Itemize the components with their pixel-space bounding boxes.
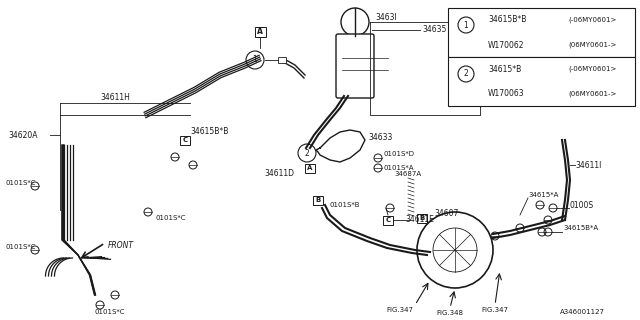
Text: 34611D: 34611D bbox=[264, 169, 294, 178]
Text: A: A bbox=[257, 28, 263, 36]
FancyBboxPatch shape bbox=[278, 57, 286, 63]
Text: C: C bbox=[182, 137, 188, 143]
Text: A346001127: A346001127 bbox=[560, 309, 605, 315]
Text: 34620A: 34620A bbox=[8, 131, 38, 140]
FancyBboxPatch shape bbox=[448, 8, 635, 57]
Text: 3463I: 3463I bbox=[375, 13, 397, 22]
Text: 0101S*A: 0101S*A bbox=[383, 165, 413, 171]
FancyBboxPatch shape bbox=[383, 215, 393, 225]
Text: (-06MY0601>: (-06MY0601> bbox=[568, 66, 616, 72]
Text: 34611E: 34611E bbox=[405, 215, 434, 225]
Text: FIG.347: FIG.347 bbox=[387, 307, 413, 313]
Text: 0101S*C: 0101S*C bbox=[5, 180, 35, 186]
FancyBboxPatch shape bbox=[305, 164, 315, 172]
Text: B: B bbox=[316, 197, 321, 203]
Text: 0100S: 0100S bbox=[570, 201, 594, 210]
Text: 34633: 34633 bbox=[368, 133, 392, 142]
Text: FIG.348: FIG.348 bbox=[436, 310, 463, 316]
FancyBboxPatch shape bbox=[336, 34, 374, 98]
Text: 34635: 34635 bbox=[422, 26, 446, 35]
Text: 34611I: 34611I bbox=[575, 161, 602, 170]
Text: 0101S*D: 0101S*D bbox=[383, 151, 414, 157]
Text: (06MY0601->: (06MY0601-> bbox=[568, 91, 616, 97]
FancyBboxPatch shape bbox=[180, 135, 190, 145]
FancyBboxPatch shape bbox=[448, 57, 635, 106]
Text: (06MY0601->: (06MY0601-> bbox=[568, 42, 616, 48]
Text: W170063: W170063 bbox=[488, 90, 525, 99]
Text: 34615B*B: 34615B*B bbox=[190, 127, 228, 137]
Text: B: B bbox=[419, 215, 424, 221]
Text: A: A bbox=[307, 165, 313, 171]
Text: 0101S*C: 0101S*C bbox=[95, 309, 125, 315]
Text: FRONT: FRONT bbox=[108, 241, 134, 250]
Text: 34615B*A: 34615B*A bbox=[563, 225, 598, 231]
Text: (-06MY0601>: (-06MY0601> bbox=[568, 17, 616, 23]
Text: 0101S*B: 0101S*B bbox=[330, 202, 360, 208]
Text: 34607: 34607 bbox=[434, 209, 458, 218]
FancyBboxPatch shape bbox=[313, 196, 323, 204]
Text: 1: 1 bbox=[253, 55, 257, 65]
Text: 1: 1 bbox=[463, 20, 468, 29]
Text: 0101S*C: 0101S*C bbox=[155, 215, 186, 221]
Text: FIG.347: FIG.347 bbox=[481, 307, 509, 313]
Text: 2: 2 bbox=[463, 69, 468, 78]
Text: 0101S*C: 0101S*C bbox=[5, 244, 35, 250]
Text: 34615B*B: 34615B*B bbox=[488, 15, 526, 25]
FancyBboxPatch shape bbox=[417, 213, 427, 222]
Text: 34615*B: 34615*B bbox=[488, 65, 521, 74]
Text: 34687A: 34687A bbox=[394, 171, 421, 177]
Text: 34611H: 34611H bbox=[100, 92, 130, 101]
Text: 34615*A: 34615*A bbox=[528, 192, 558, 198]
FancyBboxPatch shape bbox=[255, 27, 266, 37]
Text: C: C bbox=[385, 217, 390, 223]
Text: 2: 2 bbox=[305, 148, 309, 157]
Text: W170062: W170062 bbox=[488, 41, 525, 50]
